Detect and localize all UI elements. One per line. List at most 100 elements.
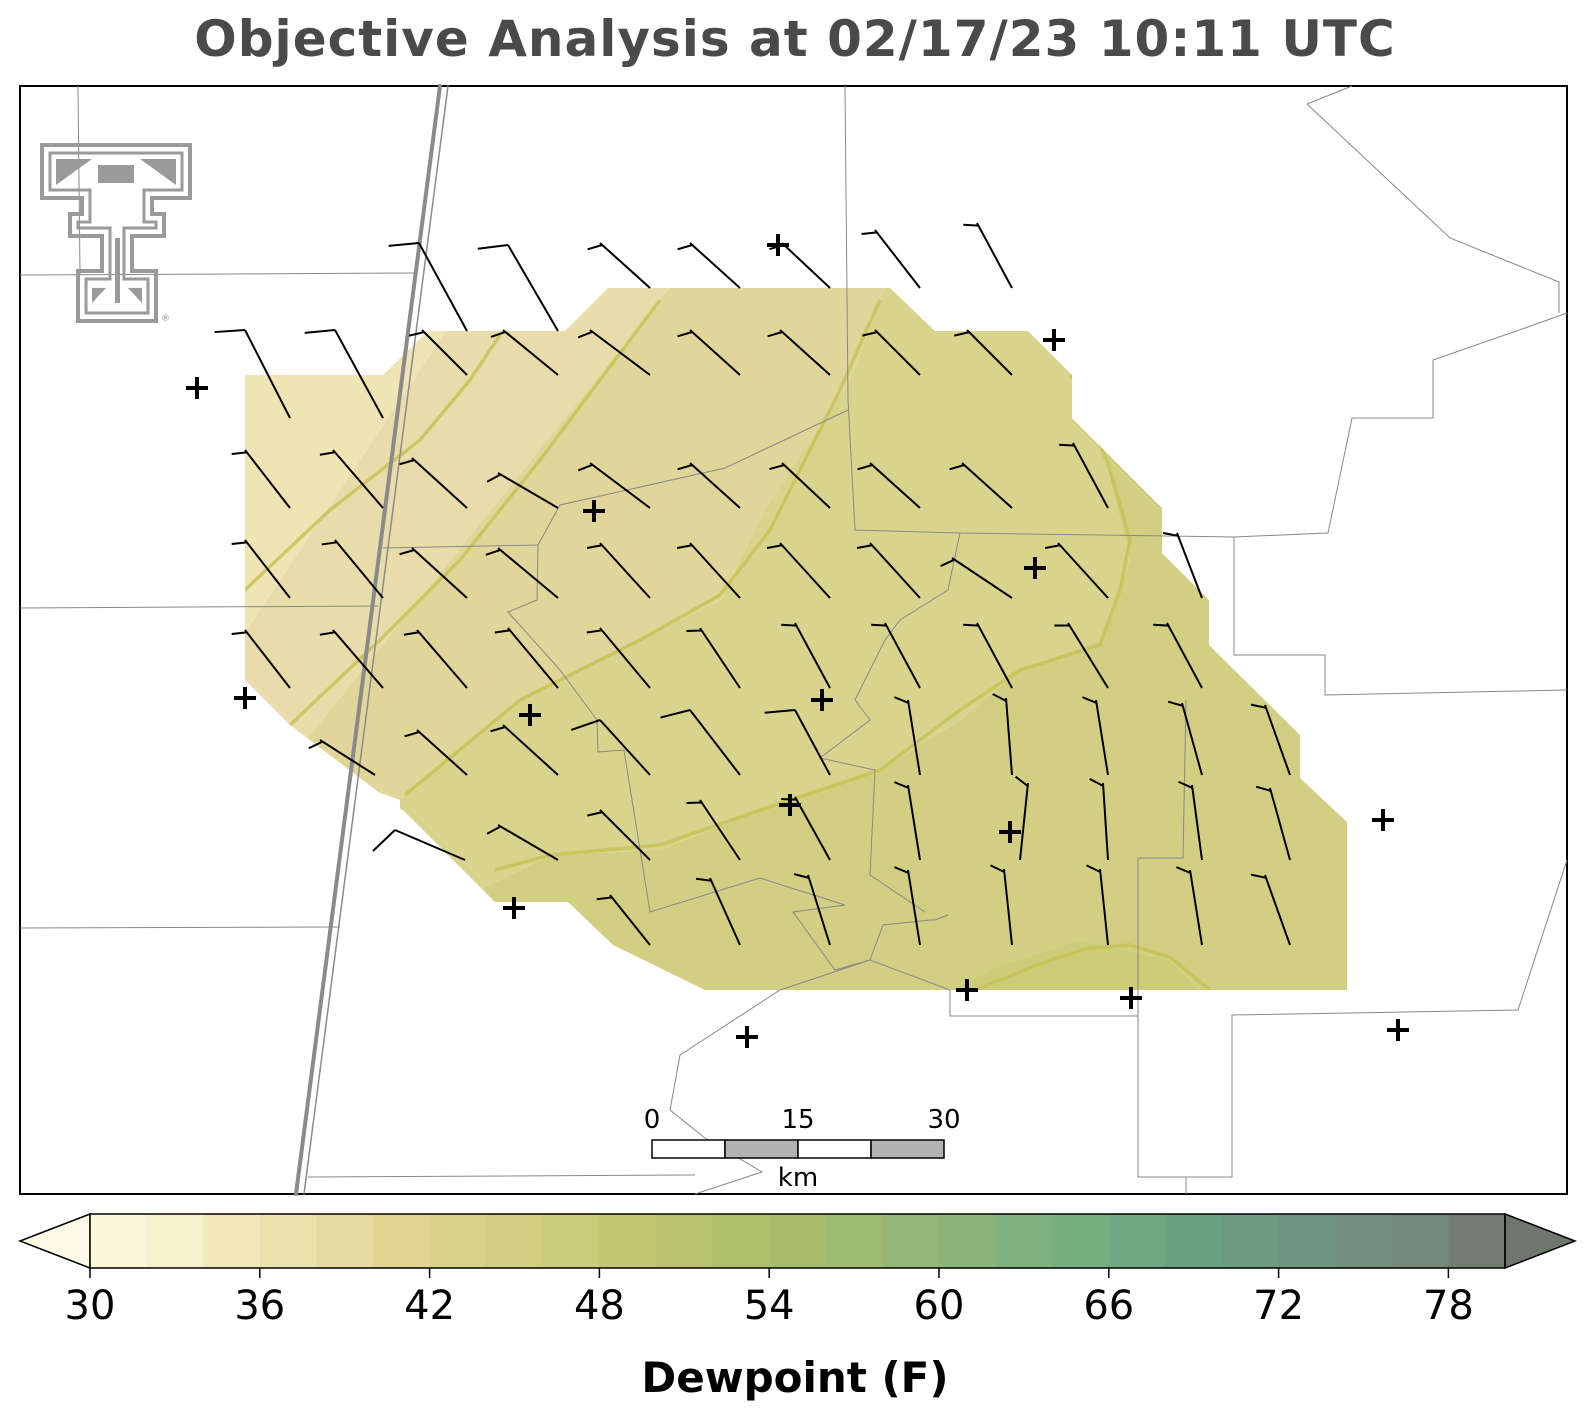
scale-label-0: 0 <box>644 1105 661 1135</box>
wind-barb <box>1054 622 1109 689</box>
wind-barb <box>409 329 468 376</box>
dewpoint-contour <box>494 373 1132 872</box>
colorbar-cell <box>1391 1214 1449 1268</box>
station-marker <box>1372 809 1394 831</box>
station-markers <box>186 234 1409 1048</box>
wind-barb <box>963 222 1013 289</box>
wind-barb <box>577 462 651 509</box>
wind-barb <box>1014 775 1029 861</box>
wind-barb <box>677 329 741 376</box>
colorbar-tick-label: 78 <box>1422 1283 1474 1329</box>
highway-track <box>303 85 449 1195</box>
wind-barb <box>766 542 831 599</box>
scale-segment <box>651 1139 726 1159</box>
wind-barb <box>319 449 384 509</box>
wind-barb <box>893 696 921 776</box>
scale-segment <box>870 1139 945 1159</box>
colorbar-cell <box>373 1214 431 1268</box>
wind-barb <box>1178 780 1203 861</box>
wind-barb <box>1255 785 1291 861</box>
station-marker <box>811 689 833 711</box>
wind-barb <box>893 866 921 946</box>
wind-barb <box>486 824 559 861</box>
wind-barb <box>214 329 291 419</box>
colorbar-cell <box>90 1214 148 1268</box>
wind-barb <box>1162 532 1203 599</box>
colorbar-cell <box>995 1214 1053 1268</box>
colorbar-tick-label: 54 <box>743 1283 795 1329</box>
colorbar-cell <box>1448 1214 1506 1268</box>
colorbar-cell <box>542 1214 600 1268</box>
county-line <box>1306 103 1560 313</box>
county-line <box>1306 85 1353 105</box>
colorbar-tick-label: 36 <box>234 1283 286 1329</box>
wind-barb <box>399 547 468 599</box>
wind-barb <box>861 229 921 289</box>
scale-segment <box>797 1139 872 1159</box>
dewpoint-band <box>290 288 900 800</box>
dewpoint-band <box>930 940 1210 990</box>
wind-barb <box>686 799 741 861</box>
wind-barb <box>1044 542 1109 599</box>
dewpoint-band <box>400 288 1130 920</box>
county-line <box>19 605 379 609</box>
wind-barb <box>767 329 831 376</box>
wind-barb <box>596 894 651 946</box>
wind-barb <box>587 242 651 289</box>
wind-barb <box>308 739 376 776</box>
colorbar-cell <box>259 1214 317 1268</box>
wind-barb <box>940 557 1013 599</box>
station-marker <box>1043 329 1065 351</box>
scale-label-15: 15 <box>781 1105 814 1135</box>
texas-tech-double-t-logo: ® <box>40 143 192 324</box>
dewpoint-band <box>245 288 700 760</box>
wind-barb <box>695 877 741 946</box>
colorbar-cell <box>203 1214 261 1268</box>
wind-barb <box>577 329 651 376</box>
wind-barb <box>1153 622 1203 689</box>
scale-unit: km <box>778 1163 818 1193</box>
wind-barb <box>857 462 921 509</box>
wind-barb <box>1167 700 1203 776</box>
colorbar-cell <box>1052 1214 1110 1268</box>
station-marker <box>779 794 801 816</box>
wind-barb <box>1175 866 1203 946</box>
dewpoint-contour <box>403 299 882 797</box>
wind-barb <box>486 472 559 509</box>
colorbar-cell <box>1222 1214 1280 1268</box>
colorbar-under-arrow <box>17 1212 91 1270</box>
wind-barb <box>304 329 384 419</box>
wind-barb <box>862 329 921 376</box>
station-marker <box>519 704 541 726</box>
colorbar-cell <box>486 1214 544 1268</box>
wind-barbs <box>214 222 1291 946</box>
wind-barb <box>677 462 741 509</box>
colorbar-cell <box>769 1214 827 1268</box>
station-marker <box>1024 557 1046 579</box>
colorbar-tick-label: 48 <box>573 1283 625 1329</box>
county-line <box>77 85 81 276</box>
wind-barb <box>319 629 384 689</box>
registered-mark: ® <box>161 314 170 324</box>
wind-barb <box>677 242 741 289</box>
wind-barb <box>1089 777 1109 861</box>
wind-barb <box>490 724 559 776</box>
colorbar-cell <box>1278 1214 1336 1268</box>
wind-barb <box>871 622 921 689</box>
wind-barb <box>954 329 1013 376</box>
county-line <box>307 1174 696 1178</box>
wind-barb <box>485 547 559 599</box>
wind-barb <box>992 693 1013 776</box>
wind-barb <box>764 709 831 776</box>
county-line <box>1137 699 1187 1016</box>
wind-barb <box>963 622 1013 689</box>
station-marker <box>767 234 789 256</box>
scale-bar: 0 15 30 km <box>644 1105 961 1193</box>
station-marker <box>503 897 525 919</box>
county-line <box>669 959 871 1195</box>
dewpoint-contour <box>974 943 1212 990</box>
station-marker <box>1120 987 1142 1009</box>
colorbar <box>17 1212 1578 1278</box>
wind-barb <box>686 627 741 689</box>
wind-barb <box>231 539 291 599</box>
